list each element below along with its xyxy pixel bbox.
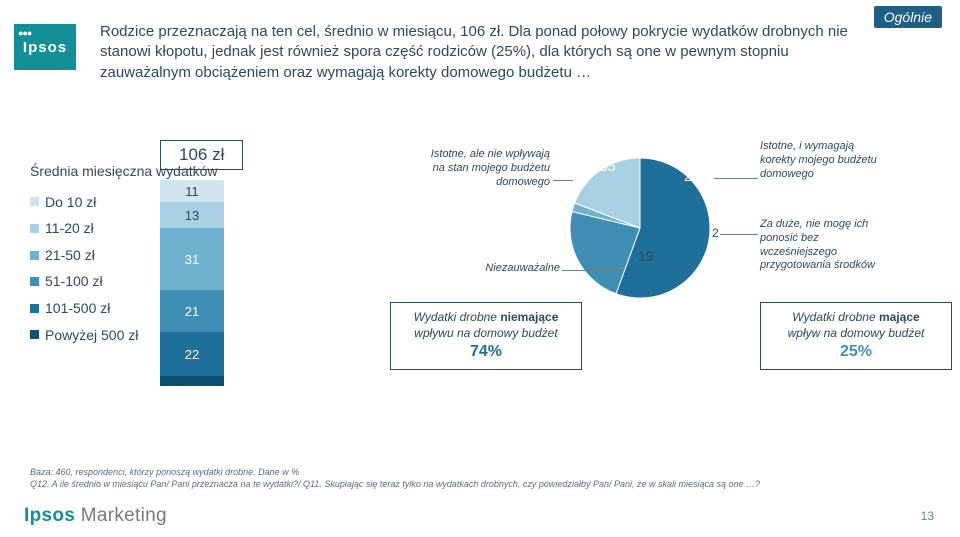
pie-value-55: 55 — [600, 158, 616, 174]
brand-footer: Ipsos Marketing — [24, 505, 167, 527]
average-box: 106 zł — [160, 140, 243, 170]
stacked-segment: 13 — [160, 202, 224, 228]
stacked-segment: 2 — [160, 376, 224, 386]
callout-left: Wydatki drobne niemające wpływu na domow… — [390, 302, 582, 370]
leader-line — [720, 234, 758, 235]
legend-swatch — [30, 277, 39, 286]
pie-value-19: 19 — [638, 248, 654, 264]
pie-label-toolarge: Za duże, nie mogę ich ponosić bez wcześn… — [760, 218, 890, 273]
legend-label: Powyżej 500 zł — [45, 322, 138, 349]
pie-value-23: 23 — [684, 168, 700, 184]
legend-label: 101-500 zł — [45, 295, 110, 322]
pie-label-unnotice: Niezauważalne — [470, 262, 560, 276]
stacked-segment: 22 — [160, 332, 224, 376]
pie-label-notice: Istotne, ale nie wpływają na stan mojego… — [420, 148, 550, 189]
stacked-bar-area: 106 zł 11133121222 — [160, 140, 243, 386]
legend-swatch — [30, 197, 39, 206]
legend-swatch — [30, 224, 39, 233]
brand-b: Marketing — [81, 505, 167, 526]
legend-label: Do 10 zł — [45, 189, 96, 216]
stacked-segment: 21 — [160, 290, 224, 332]
legend-swatch — [30, 330, 39, 339]
pie-value-2: 2 — [712, 226, 719, 240]
footnote: Baza: 460, respondenci, którzy ponoszą w… — [30, 466, 930, 491]
leader-line — [714, 178, 758, 179]
logo-text: Ipsos — [23, 39, 67, 56]
callout-right: Wydatki drobne mające wpływ na domowy bu… — [760, 302, 952, 370]
legend-swatch — [30, 251, 39, 260]
brand-a: Ipsos — [24, 505, 81, 526]
stacked-segment: 31 — [160, 228, 224, 290]
overall-badge: Ogólnie — [874, 6, 942, 28]
footnote-line2: Q12. A ile średnio w miesiącu Pan/ Pani … — [30, 478, 930, 491]
logo-dots: ●●● — [18, 28, 31, 38]
pie-label-correction: Istotne, i wymagają korekty mojego budże… — [760, 140, 880, 181]
leader-line — [562, 270, 620, 271]
page-number: 13 — [921, 509, 934, 523]
stacked-segment: 11 — [160, 180, 224, 202]
headline-text: Rodzice przeznaczają na ten cel, średnio… — [100, 22, 870, 83]
legend-swatch — [30, 304, 39, 313]
legend-label: 11-20 zł — [45, 215, 94, 242]
ipsos-logo: ●●● Ipsos — [14, 24, 76, 70]
legend-label: 51-100 zł — [45, 268, 103, 295]
footnote-line1: Baza: 460, respondenci, którzy ponoszą w… — [30, 466, 930, 479]
leader-line — [553, 180, 573, 181]
legend-label: 21-50 zł — [45, 242, 95, 269]
stacked-column: 11133121222 — [160, 180, 224, 386]
